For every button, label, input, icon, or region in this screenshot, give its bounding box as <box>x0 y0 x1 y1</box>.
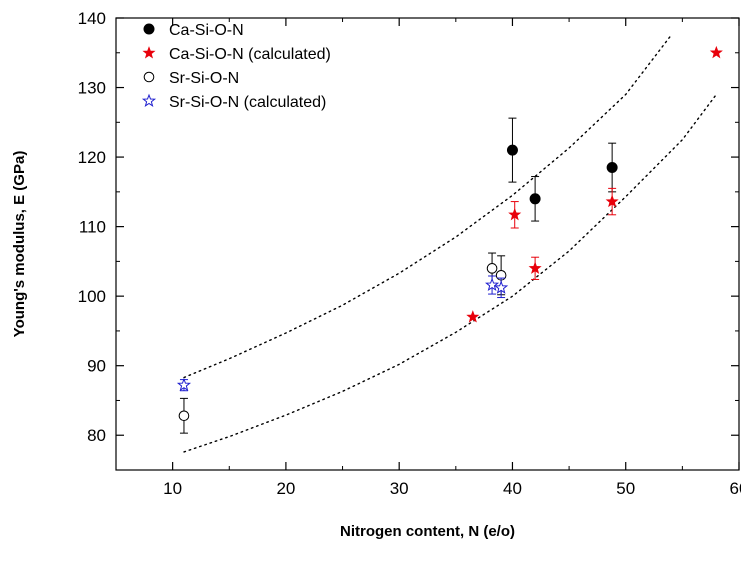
data-point <box>605 194 619 208</box>
data-point <box>506 144 518 156</box>
y-tick-label: 130 <box>78 79 106 98</box>
plot-frame <box>115 17 740 471</box>
data-point <box>494 280 509 294</box>
x-tick-label: 50 <box>616 479 635 498</box>
legend-label: Ca-Si-O-N (calculated) <box>169 46 331 63</box>
series-2 <box>466 45 723 323</box>
data-point <box>485 277 500 292</box>
y-axis-title: Young's modulus, E (GPa) <box>11 151 28 338</box>
data-layer <box>176 45 723 434</box>
data-point <box>508 207 522 221</box>
data-point <box>178 410 190 422</box>
legend-label: Sr-Si-O-N (calculated) <box>169 94 326 111</box>
y-tick-label: 90 <box>87 357 106 376</box>
y-tick-label: 80 <box>87 426 106 445</box>
data-point <box>606 162 618 174</box>
y-tick-label: 110 <box>79 218 106 237</box>
data-point <box>176 377 192 392</box>
series-3 <box>178 252 507 434</box>
x-tick-label: 40 <box>503 479 522 498</box>
data-point <box>486 263 498 274</box>
legend-marker <box>141 93 157 108</box>
data-point <box>529 193 541 205</box>
y-tick-label: 100 <box>78 287 106 306</box>
legend-marker <box>142 46 156 59</box>
data-point <box>466 310 480 323</box>
series-1 <box>506 117 618 222</box>
x-tick-label: 30 <box>390 479 409 498</box>
x-tick-label: 60 <box>730 479 741 498</box>
upper-bound-curve <box>183 34 672 379</box>
legend-label: Ca-Si-O-N <box>169 22 244 39</box>
y-tick-label: 120 <box>78 148 106 167</box>
data-point <box>709 45 723 59</box>
x-axis-title: Nitrogen content, N (e/o) <box>340 523 515 540</box>
bounds-layer <box>183 34 717 453</box>
x-tick-label: 20 <box>276 479 295 498</box>
data-point <box>528 261 542 274</box>
ticks-layer: 10 20 30 40 50 60 80 90 100 110 120 130 140 <box>78 9 741 498</box>
legend-marker <box>143 23 155 35</box>
lower-bound-curve <box>183 93 717 453</box>
legend: Ca-Si-O-N Ca-Si-O-N (calculated) Sr-Si-O-N… <box>141 22 331 111</box>
series-4 <box>176 275 509 392</box>
legend-label: Sr-Si-O-N <box>169 70 239 87</box>
x-tick-label: 10 <box>163 479 182 498</box>
y-tick-label: 140 <box>78 9 106 28</box>
legend-marker <box>143 71 155 83</box>
